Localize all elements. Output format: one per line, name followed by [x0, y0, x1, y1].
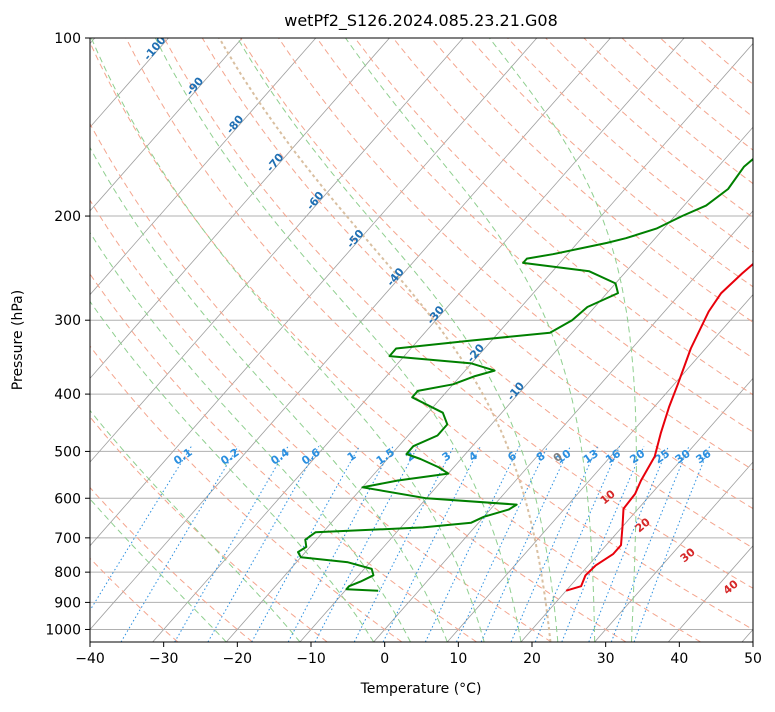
y-tick-label: 700 [54, 531, 81, 547]
y-axis-title: Pressure (hPa) [10, 290, 26, 390]
y-tick-label: 100 [54, 31, 81, 47]
y-tick-label: 800 [54, 565, 81, 581]
x-tick-label: 20 [523, 651, 541, 667]
chart-title: wetPf2_S126.2024.085.23.21.G08 [284, 11, 558, 31]
x-tick-label: −10 [296, 651, 326, 667]
x-tick-label: −20 [223, 651, 253, 667]
x-axis-title: Temperature (°C) [360, 681, 482, 697]
x-tick-label: −30 [149, 651, 179, 667]
x-tick-label: 10 [449, 651, 467, 667]
y-tick-label: 600 [54, 491, 81, 507]
x-tick-label: 50 [744, 651, 762, 667]
y-tick-label: 500 [54, 444, 81, 460]
y-tick-label: 1000 [45, 622, 81, 638]
x-tick-label: 40 [670, 651, 688, 667]
y-tick-label: 200 [54, 209, 81, 225]
y-tick-label: 900 [54, 595, 81, 611]
x-tick-label: −40 [75, 651, 105, 667]
x-tick-label: 0 [380, 651, 389, 667]
y-tick-label: 300 [54, 313, 81, 329]
x-tick-label: 30 [597, 651, 615, 667]
y-tick-label: 400 [54, 387, 81, 403]
plot-background [90, 38, 753, 642]
